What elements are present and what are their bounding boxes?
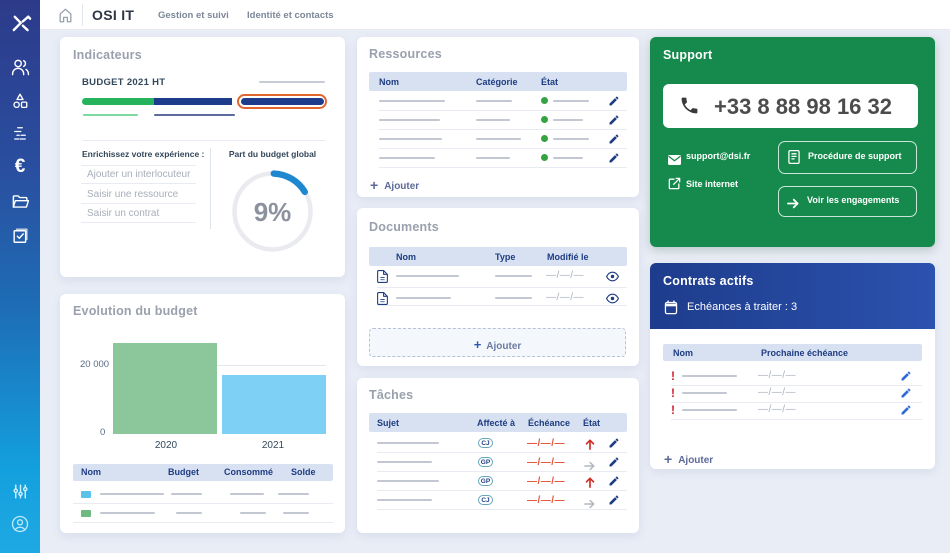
svg-text:9%: 9% <box>254 197 292 227</box>
